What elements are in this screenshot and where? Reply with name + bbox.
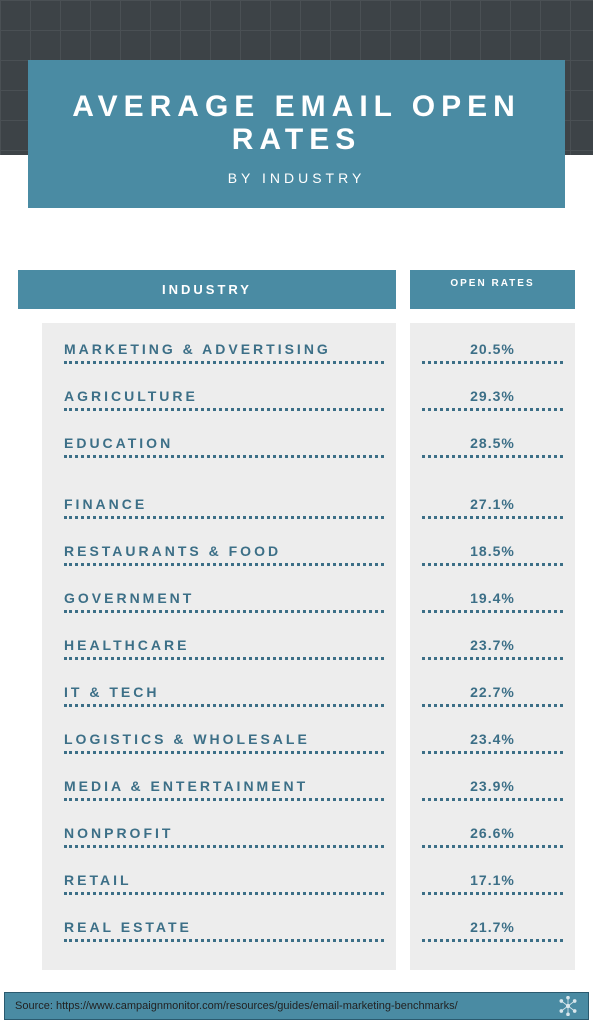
rate-cell: 19.4% xyxy=(422,590,563,613)
header-rates: OPEN RATES xyxy=(410,270,575,309)
source-bar: Source: https://www.campaignmonitor.com/… xyxy=(4,992,589,1020)
industry-cell: RETAIL xyxy=(64,872,384,895)
rate-cell: 18.5% xyxy=(422,543,563,566)
title-sub: BY INDUSTRY xyxy=(48,170,545,186)
industry-cell: MARKETING & ADVERTISING xyxy=(64,341,384,364)
title-main: AVERAGE EMAIL OPEN RATES xyxy=(48,90,545,156)
industry-cell: GOVERNMENT xyxy=(64,590,384,613)
source-text: Source: https://www.campaignmonitor.com/… xyxy=(15,1000,458,1012)
rate-cell: 27.1% xyxy=(422,496,563,519)
industry-cell: RESTAURANTS & FOOD xyxy=(64,543,384,566)
industry-cell: IT & TECH xyxy=(64,684,384,707)
logo-icon xyxy=(558,996,578,1016)
rate-cell: 23.7% xyxy=(422,637,563,660)
rate-cell: 29.3% xyxy=(422,388,563,411)
industry-cell: NONPROFIT xyxy=(64,825,384,848)
rate-cell: 28.5% xyxy=(422,435,563,458)
table: INDUSTRY OPEN RATES MARKETING & ADVERTIS… xyxy=(18,270,575,970)
title-box: AVERAGE EMAIL OPEN RATES BY INDUSTRY xyxy=(28,60,565,208)
industry-cell: EDUCATION xyxy=(64,435,384,458)
industry-cell: LOGISTICS & WHOLESALE xyxy=(64,731,384,754)
table-body: MARKETING & ADVERTISING AGRICULTURE EDUCAT… xyxy=(18,323,575,970)
rate-cell: 17.1% xyxy=(422,872,563,895)
column-rates: 20.5% 29.3% 28.5% 27.1% 18.5% 19.4% 23.7% 22.7%… xyxy=(410,323,575,970)
rate-cell: 26.6% xyxy=(422,825,563,848)
rate-cell: 23.4% xyxy=(422,731,563,754)
rate-cell: 20.5% xyxy=(422,341,563,364)
header-industry: INDUSTRY xyxy=(18,270,396,309)
industry-cell: FINANCE xyxy=(64,496,384,519)
industry-cell: HEALTHCARE xyxy=(64,637,384,660)
table-header-row: INDUSTRY OPEN RATES xyxy=(18,270,575,309)
industry-cell: REAL ESTATE xyxy=(64,919,384,942)
column-industry: MARKETING & ADVERTISING AGRICULTURE EDUCAT… xyxy=(42,323,396,970)
rate-cell: 23.9% xyxy=(422,778,563,801)
industry-cell: MEDIA & ENTERTAINMENT xyxy=(64,778,384,801)
rate-cell: 22.7% xyxy=(422,684,563,707)
industry-cell: AGRICULTURE xyxy=(64,388,384,411)
rate-cell: 21.7% xyxy=(422,919,563,942)
